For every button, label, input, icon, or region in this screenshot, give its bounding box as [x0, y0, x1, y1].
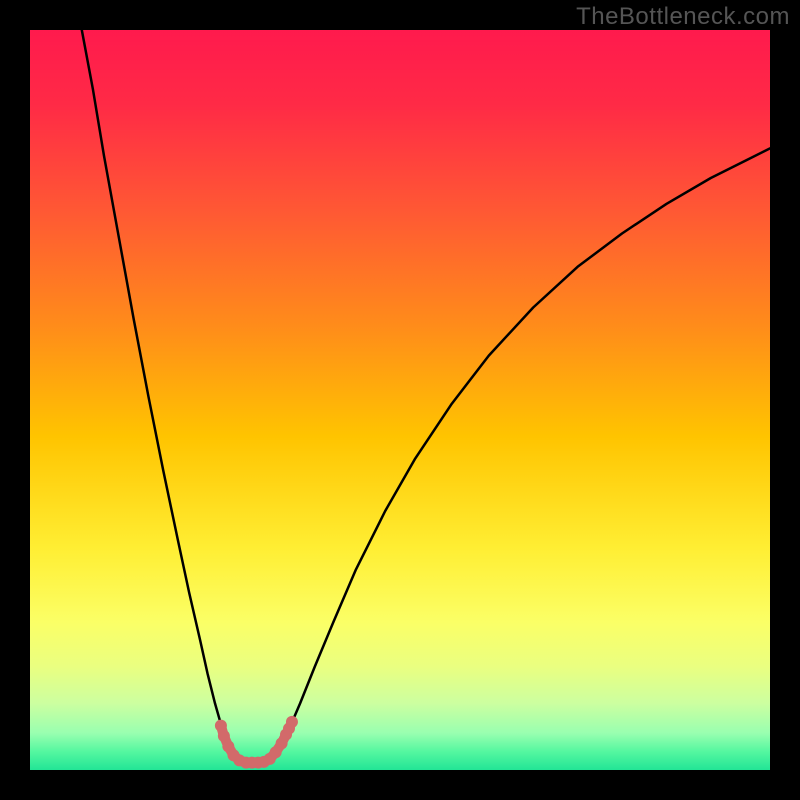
bottleneck-chart — [0, 0, 800, 800]
chart-frame: TheBottleneck.com — [0, 0, 800, 800]
watermark-text: TheBottleneck.com — [576, 3, 790, 31]
